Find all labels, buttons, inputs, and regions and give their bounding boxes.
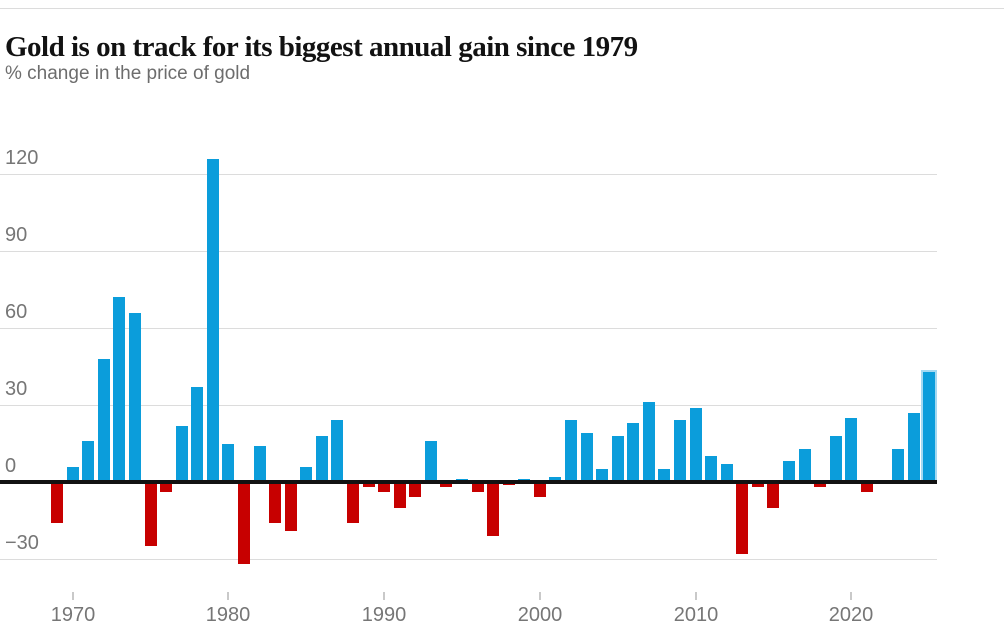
bar-1974 — [129, 313, 141, 482]
x-label-1970: 1970 — [50, 604, 96, 626]
bar-1990 — [378, 482, 390, 492]
x-tick-2000 — [539, 592, 541, 600]
bar-2017 — [799, 449, 811, 482]
bar-2010 — [690, 408, 702, 482]
bar-2002 — [565, 420, 577, 482]
chart-title: Gold is on track for its biggest annual … — [5, 31, 638, 64]
x-label-1980: 1980 — [205, 604, 251, 626]
bar-1979 — [207, 159, 219, 482]
x-label-2010: 2010 — [673, 604, 719, 626]
bar-1980 — [222, 444, 234, 483]
bar-1993 — [425, 441, 437, 482]
bar-1984 — [285, 482, 297, 531]
bar-1989 — [363, 482, 375, 487]
gridline--30 — [0, 559, 937, 560]
bar-1973 — [113, 297, 125, 482]
bar-2019 — [830, 436, 842, 482]
bar-2012 — [721, 464, 733, 482]
bar-2000 — [534, 482, 546, 497]
bar-2021 — [861, 482, 873, 492]
bar-1997 — [487, 482, 499, 536]
gridline-60 — [0, 328, 937, 329]
x-tick-2020 — [850, 592, 852, 600]
bar-1986 — [316, 436, 328, 482]
bar-1992 — [409, 482, 421, 497]
bar-2024 — [908, 413, 920, 482]
bar-2005 — [612, 436, 624, 482]
bar-2003 — [581, 433, 593, 482]
y-label--30: −30 — [5, 532, 39, 554]
chart-subtitle: % change in the price of gold — [5, 63, 251, 84]
x-tick-1980 — [227, 592, 229, 600]
bar-2004 — [596, 469, 608, 482]
bar-1988 — [347, 482, 359, 523]
bar-2006 — [627, 423, 639, 482]
bar-1996 — [472, 482, 484, 492]
bar-1991 — [394, 482, 406, 508]
bar-2025 — [923, 372, 935, 482]
zero-line — [0, 480, 937, 484]
x-tick-2010 — [695, 592, 697, 600]
y-label-60: 60 — [5, 301, 28, 323]
top-rule — [0, 8, 1004, 9]
bar-1994 — [440, 482, 452, 487]
bar-2023 — [892, 449, 904, 482]
bar-2001 — [549, 477, 561, 482]
gridline-90 — [0, 251, 937, 252]
bar-1975 — [145, 482, 157, 546]
gridline-120 — [0, 174, 937, 175]
x-label-1990: 1990 — [361, 604, 407, 626]
x-tick-1990 — [383, 592, 385, 600]
y-label-0: 0 — [5, 455, 17, 477]
bar-1983 — [269, 482, 281, 523]
bar-1970 — [67, 467, 79, 482]
bar-2007 — [643, 402, 655, 482]
bar-1969 — [51, 482, 63, 523]
bar-1972 — [98, 359, 110, 482]
bar-1976 — [160, 482, 172, 492]
bar-2020 — [845, 418, 857, 482]
bar-2011 — [705, 456, 717, 482]
y-label-120: 120 — [5, 147, 39, 169]
y-label-30: 30 — [5, 378, 28, 400]
bar-1977 — [176, 426, 188, 482]
x-label-2020: 2020 — [828, 604, 874, 626]
x-tick-1970 — [72, 592, 74, 600]
bar-2013 — [736, 482, 748, 554]
bar-2009 — [674, 420, 686, 482]
bar-1981 — [238, 482, 250, 564]
bar-2018 — [814, 482, 826, 487]
bar-1982 — [254, 446, 266, 482]
bar-1985 — [300, 467, 312, 482]
bar-2014 — [752, 482, 764, 487]
bar-2016 — [783, 461, 795, 482]
bar-2015 — [767, 482, 779, 508]
bar-1978 — [191, 387, 203, 482]
bar-1971 — [82, 441, 94, 482]
bar-2008 — [658, 469, 670, 482]
gridline-30 — [0, 405, 937, 406]
x-label-2000: 2000 — [517, 604, 563, 626]
y-label-90: 90 — [5, 224, 28, 246]
bar-1987 — [331, 420, 343, 482]
